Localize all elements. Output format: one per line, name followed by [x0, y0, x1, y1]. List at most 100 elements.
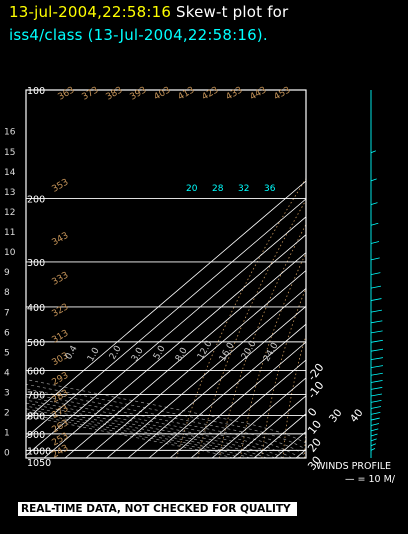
- dry-adiabat-line: [386, 90, 408, 458]
- dry-adiabat-line: [261, 286, 306, 458]
- wind-barb: [370, 222, 379, 226]
- right-temperature-label: 10: [305, 418, 324, 437]
- isotherms: [26, 180, 306, 458]
- dry-adiabat-label: 353: [51, 177, 71, 194]
- wind-barb: [370, 399, 382, 403]
- wind-barb: [370, 320, 383, 324]
- wind-barb: [370, 386, 383, 390]
- pressure-tick-label: 400: [27, 303, 45, 314]
- wind-barb: [370, 423, 380, 426]
- wind-profile: [370, 90, 384, 458]
- winds-scale-label: — = 10 M/: [345, 474, 396, 485]
- dry-adiabat-label: 433: [225, 85, 245, 102]
- pressure-tick-label: 700: [27, 391, 45, 402]
- axis-labels: 1002003004005006007008009001000105001234…: [4, 85, 366, 472]
- winds-profile-label: WINDS PROFILE: [316, 461, 392, 472]
- isotherm-line: [26, 198, 306, 439]
- chart-subtitle: iss4/class (13-Jul-2004,22:58:16).: [9, 26, 268, 44]
- height-tick-label: 10: [4, 248, 16, 258]
- moist-adiabat-line: [26, 388, 306, 457]
- moist-adiabat-line: [26, 379, 306, 444]
- wind-barb: [370, 202, 378, 206]
- isotherm-line: [26, 216, 306, 457]
- pressure-tick-label: 500: [27, 338, 45, 349]
- dry-adiabat-label: 453: [273, 85, 293, 102]
- pressure-tick-label: 1050: [27, 458, 51, 469]
- wind-barb: [370, 372, 383, 376]
- isotherm-line: [274, 431, 306, 458]
- wind-barb: [370, 309, 383, 313]
- wind-barb: [370, 330, 383, 334]
- moist-adiabat-label: 0.4: [64, 344, 80, 362]
- height-tick-label: 4: [4, 368, 10, 378]
- height-tick-label: 11: [4, 228, 15, 238]
- plot-frame: [25, 89, 307, 459]
- wind-barb: [370, 406, 382, 409]
- dry-adiabat-label: 293: [51, 371, 71, 388]
- isotherm-line: [106, 287, 306, 458]
- moist-adiabat-label: 8.0: [174, 346, 190, 364]
- wind-barb: [370, 339, 383, 343]
- pressure-tick-label: 300: [27, 258, 45, 269]
- isotherm-label: 30: [327, 407, 345, 425]
- wind-barb: [370, 178, 377, 182]
- moist-adiabat-label: 1.0: [86, 346, 102, 364]
- dry-adiabat-label: 383: [105, 85, 125, 102]
- pressure-tick-label: 200: [27, 194, 45, 205]
- height-tick-label: 14: [4, 168, 16, 178]
- wind-barb: [370, 150, 376, 154]
- height-tick-label: 5: [4, 348, 10, 358]
- height-tick-label: 2: [4, 409, 10, 419]
- mixing-ratio-label: 20: [186, 184, 198, 194]
- height-tick-label: 15: [4, 148, 15, 158]
- moist-adiabat-line: [26, 383, 306, 450]
- moist-adiabat-label: 24.0: [262, 341, 281, 364]
- moist-adiabat-label: 2.0: [108, 344, 124, 362]
- wind-barb: [370, 438, 377, 442]
- temperature-profile-line: [324, 108, 408, 451]
- dry-adiabat-label: 423: [201, 85, 221, 102]
- isotherm-line: [26, 180, 306, 421]
- dry-adiabat-label: 273: [51, 404, 71, 421]
- dry-adiabat-label: 443: [249, 85, 269, 102]
- dry-adiabat-line: [218, 223, 306, 458]
- mixing-ratio-label: 36: [264, 184, 276, 194]
- title-text: Skew-t plot for: [176, 3, 289, 21]
- moist-adiabat-label: 16.0: [218, 341, 237, 364]
- dry-adiabat-label: 323: [51, 302, 71, 319]
- dry-adiabat-label: 393: [129, 85, 149, 102]
- moist-adiabats: [26, 379, 306, 458]
- height-tick-label: 9: [4, 268, 10, 278]
- height-tick-label: 1: [4, 429, 10, 439]
- isotherm-line: [169, 341, 306, 458]
- plot-border: [25, 89, 307, 459]
- wind-barb: [370, 257, 380, 261]
- right-temperature-label: 0: [305, 405, 320, 419]
- isotherm-line: [43, 234, 306, 458]
- isotherm-line: [85, 269, 306, 458]
- dewpoint-profile-line: [313, 108, 408, 451]
- pressure-tick-label: 600: [27, 366, 45, 377]
- pressure-tick-label: 800: [27, 411, 45, 422]
- dry-adiabat-line: [304, 426, 306, 458]
- dry-adiabat-label: 283: [51, 388, 71, 405]
- dry-adiabat-line: [197, 199, 306, 458]
- moist-adiabat-label: 3.0: [130, 346, 146, 364]
- dry-adiabat-label: 413: [177, 85, 197, 102]
- isotherm-line: [127, 305, 306, 458]
- wind-barb: [370, 348, 384, 352]
- wind-barb: [370, 380, 383, 383]
- height-tick-label: 6: [4, 328, 10, 338]
- isotherm-line: [190, 359, 306, 458]
- wind-barb: [370, 241, 380, 244]
- dry-adiabat-line: [326, 90, 408, 458]
- chart-title: 13-jul-2004,22:58:16 Skew-t plot for: [9, 3, 288, 21]
- height-tick-label: 3: [4, 389, 10, 399]
- wind-barb: [370, 357, 384, 361]
- height-tick-label: 8: [4, 288, 10, 298]
- wind-barb: [370, 443, 376, 447]
- dry-adiabat-label: 343: [51, 231, 71, 248]
- mixing-ratio-label: 28: [212, 184, 224, 194]
- isotherm-line: [295, 448, 306, 458]
